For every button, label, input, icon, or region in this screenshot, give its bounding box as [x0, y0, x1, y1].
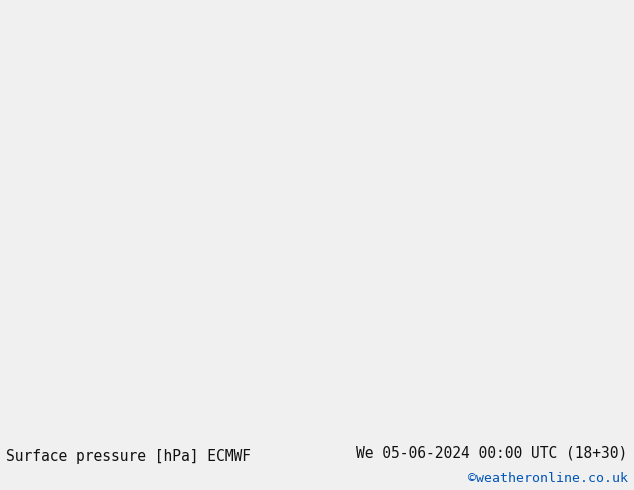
- Text: We 05-06-2024 00:00 UTC (18+30): We 05-06-2024 00:00 UTC (18+30): [356, 446, 628, 461]
- Text: ©weatheronline.co.uk: ©weatheronline.co.uk: [468, 472, 628, 485]
- Text: Surface pressure [hPa] ECMWF: Surface pressure [hPa] ECMWF: [6, 449, 251, 464]
